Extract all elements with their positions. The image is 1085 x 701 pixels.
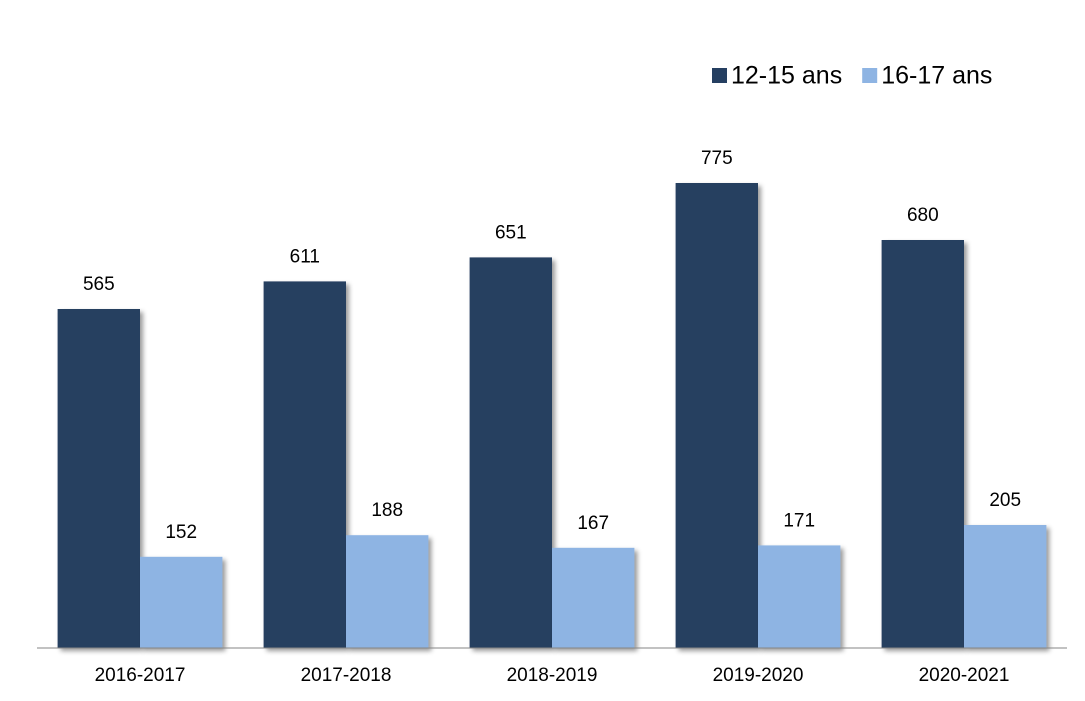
data-label: 611 (290, 246, 320, 267)
bar (140, 556, 223, 648)
bar (263, 281, 346, 648)
data-label: 171 (783, 510, 815, 531)
bar (881, 240, 964, 648)
bar (57, 309, 140, 648)
bar (675, 183, 758, 648)
data-label: 152 (165, 522, 197, 543)
bar (346, 535, 429, 648)
legend-label: 12-15 ans (731, 62, 842, 90)
data-label: 188 (371, 500, 403, 521)
legend-swatch (712, 68, 727, 83)
x-tick-label: 2020-2021 (919, 665, 1010, 686)
data-label: 565 (83, 274, 115, 295)
bar (964, 525, 1047, 648)
legend-label: 16-17 ans (881, 62, 992, 90)
data-label: 775 (701, 148, 733, 169)
x-tick-label: 2017-2018 (301, 665, 392, 686)
legend-swatch (862, 68, 878, 83)
data-label: 167 (577, 513, 609, 534)
x-tick-label: 2019-2020 (713, 665, 804, 686)
x-tick-label: 2018-2019 (507, 665, 598, 686)
bar (758, 545, 841, 648)
x-tick-label: 2016-2017 (95, 665, 186, 686)
data-label: 651 (495, 222, 527, 243)
bar (552, 547, 635, 648)
data-label: 205 (989, 490, 1021, 511)
bar (469, 257, 552, 648)
data-label: 680 (907, 205, 939, 226)
